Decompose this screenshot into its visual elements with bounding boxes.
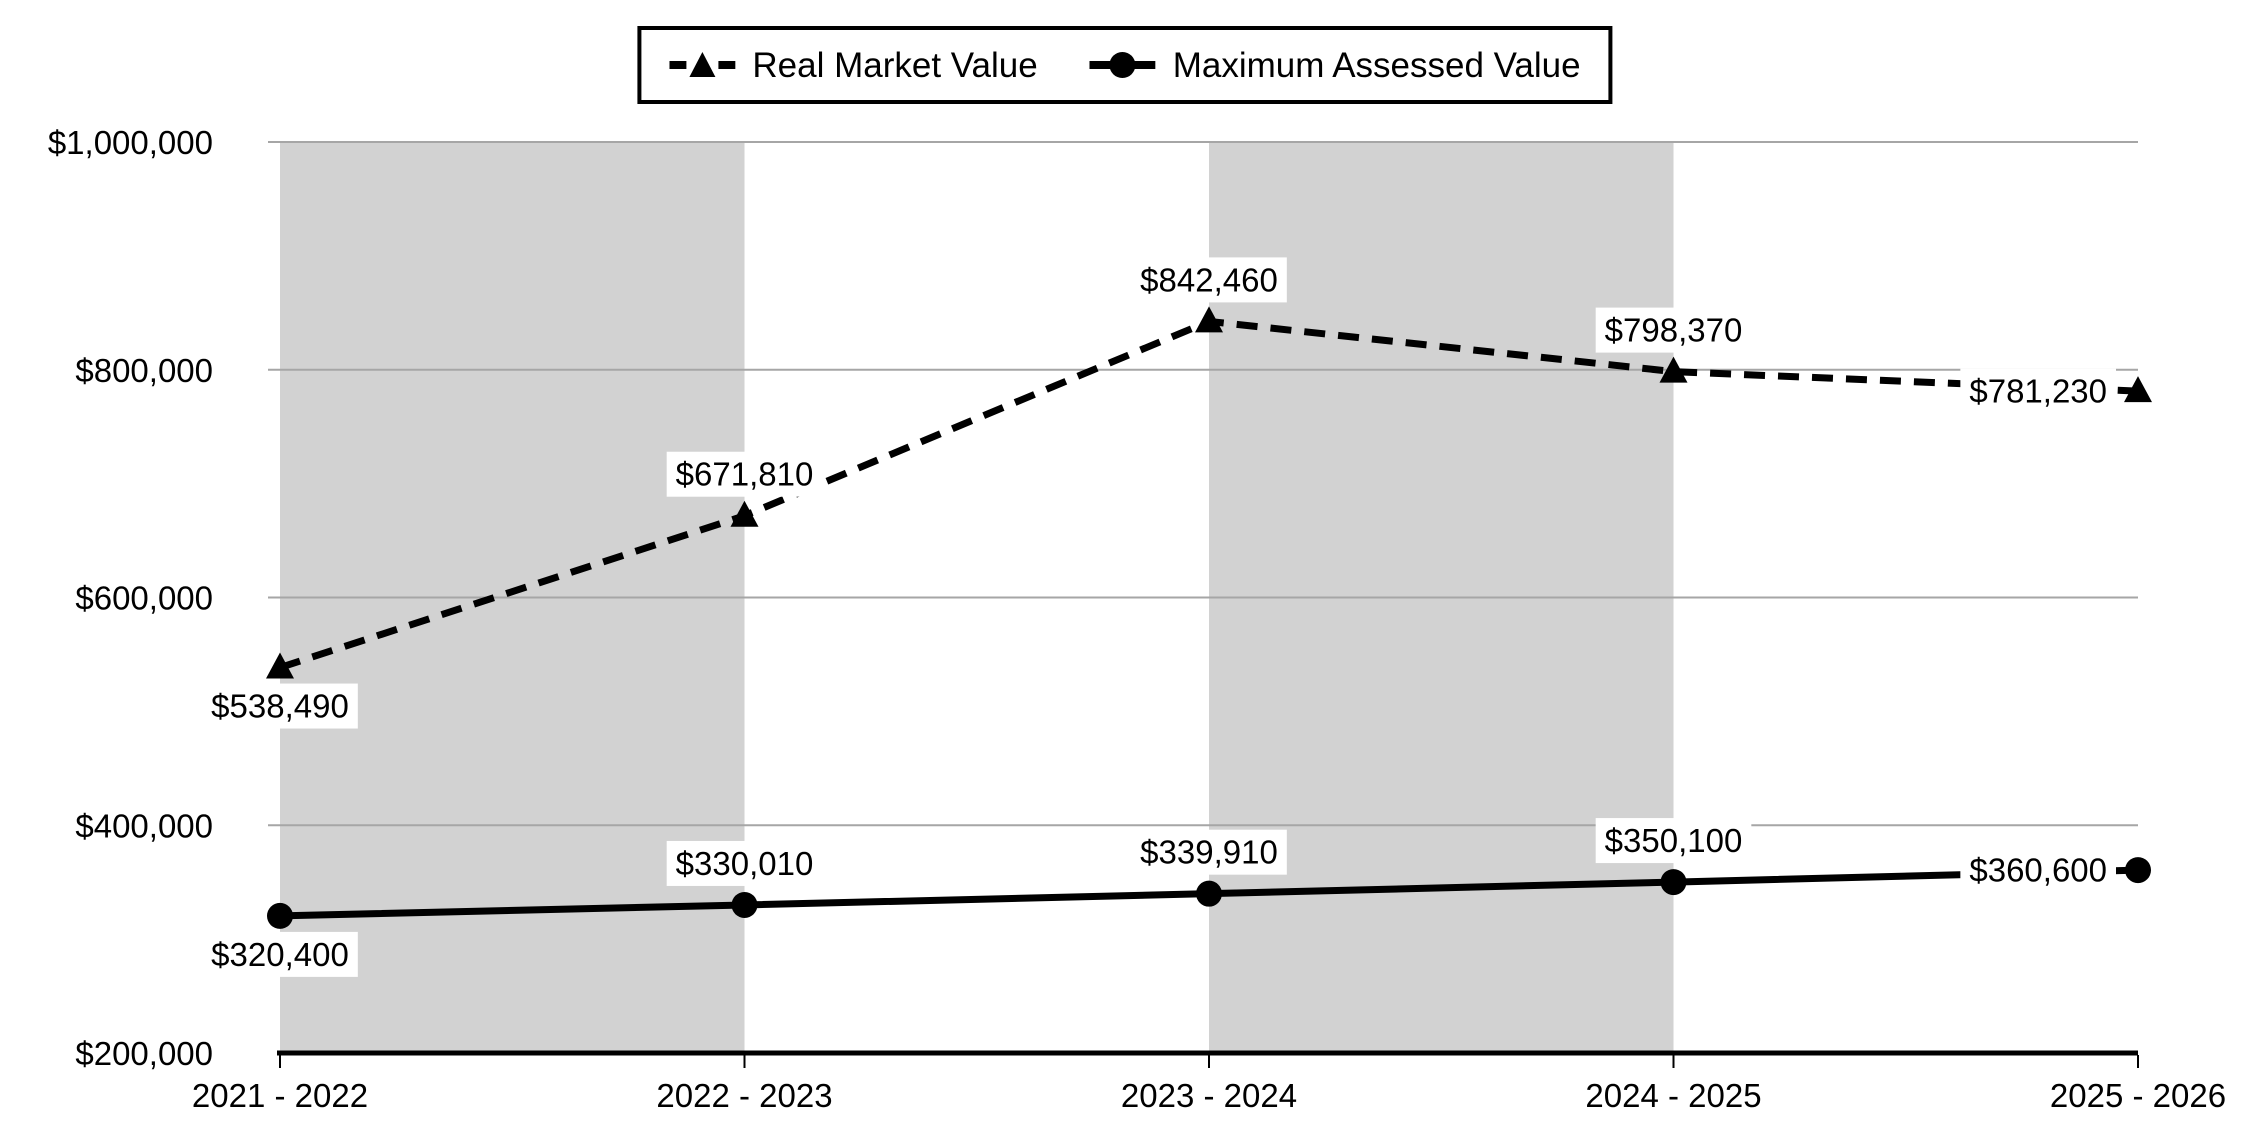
circle-marker bbox=[731, 891, 758, 918]
legend-item-real-market-value: Real Market Value bbox=[669, 45, 1038, 85]
triangle-marker bbox=[2124, 376, 2152, 403]
circle-marker bbox=[2125, 857, 2151, 884]
legend-label-real-market-value: Real Market Value bbox=[752, 45, 1038, 85]
data-label-bg bbox=[1131, 257, 1287, 303]
data-label: $671,810 bbox=[676, 456, 814, 493]
legend-label-maximum-assessed-value: Maximum Assessed Value bbox=[1172, 45, 1581, 85]
data-label-bg bbox=[202, 683, 358, 729]
x-axis-tick-label: 2023 - 2024 bbox=[1121, 1077, 1297, 1114]
y-axis-tick-label: $200,000 bbox=[75, 1035, 213, 1072]
triangle-marker bbox=[730, 500, 759, 527]
data-label-bg bbox=[1595, 818, 1752, 864]
data-label: $360,600 bbox=[1969, 852, 2107, 889]
triangle-marker bbox=[1195, 306, 1223, 333]
data-label-bg bbox=[1960, 368, 2116, 414]
y-axis-tick-label: $600,000 bbox=[75, 580, 213, 617]
triangle-marker bbox=[1659, 356, 1688, 383]
y-axis-tick-label: $800,000 bbox=[75, 352, 213, 389]
legend: Real Market Value Maximum Assessed Value bbox=[637, 26, 1613, 104]
y-axis-tick-label: $400,000 bbox=[75, 807, 213, 844]
data-label: $339,910 bbox=[1140, 834, 1278, 871]
data-label: $781,230 bbox=[1969, 373, 2107, 410]
data-label-bg bbox=[1131, 829, 1287, 875]
legend-item-maximum-assessed-value: Maximum Assessed Value bbox=[1089, 45, 1581, 85]
triangle-marker bbox=[266, 652, 294, 679]
data-label: $320,400 bbox=[211, 936, 349, 973]
data-label: $330,010 bbox=[676, 845, 814, 882]
x-axis-tick-label: 2024 - 2025 bbox=[1585, 1077, 1761, 1114]
data-label-bg bbox=[666, 451, 823, 497]
x-axis-tick-label: 2021 - 2022 bbox=[192, 1077, 368, 1114]
data-label-bg bbox=[666, 840, 823, 886]
circle-marker bbox=[1660, 869, 1687, 896]
dashed-line-triangle-marker-icon bbox=[669, 52, 736, 77]
data-label-bg bbox=[202, 931, 358, 977]
data-label-bg bbox=[1960, 847, 2116, 893]
circle-marker bbox=[1196, 880, 1222, 907]
y-axis-tick-label: $1,000,000 bbox=[48, 124, 213, 161]
data-label-bg bbox=[1595, 307, 1752, 353]
data-label: $538,490 bbox=[211, 688, 349, 725]
data-label: $798,370 bbox=[1605, 312, 1743, 349]
data-label: $842,460 bbox=[1140, 261, 1278, 298]
solid-line-circle-marker-icon bbox=[1089, 52, 1156, 78]
circle-marker bbox=[267, 902, 293, 929]
data-label: $350,100 bbox=[1605, 822, 1743, 859]
x-axis-tick-label: 2025 - 2026 bbox=[2050, 1077, 2226, 1114]
x-axis-tick-label: 2022 - 2023 bbox=[656, 1077, 832, 1114]
